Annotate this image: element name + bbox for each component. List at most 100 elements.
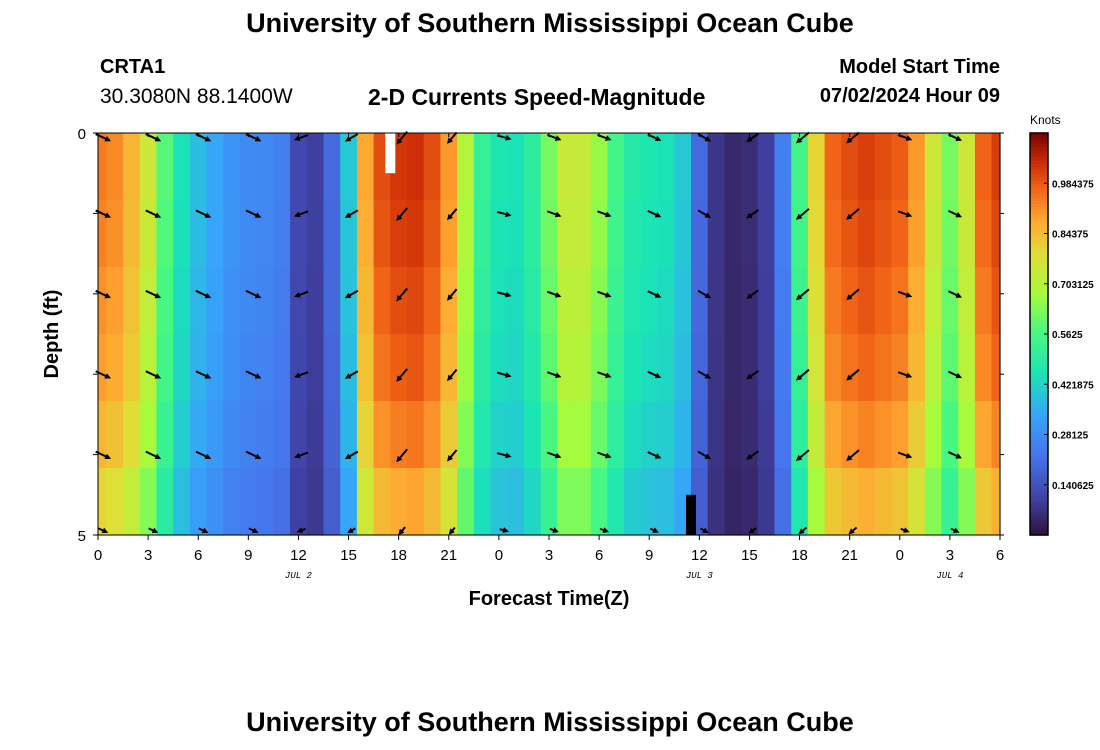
heatmap-cell: [757, 267, 776, 335]
heatmap-cell: [741, 267, 759, 335]
heatmap-cell: [574, 200, 592, 268]
heatmap-cell: [841, 200, 859, 268]
heatmap-cell: [807, 267, 826, 335]
heatmap-cell: [874, 200, 893, 268]
colorbar-segment: [1030, 508, 1048, 513]
colorbar-segment: [1030, 317, 1048, 322]
heatmap-cell: [407, 133, 425, 201]
heatmap-cell: [640, 133, 659, 201]
heatmap-cell: [340, 401, 358, 469]
current-vector: [245, 450, 262, 460]
current-vector: [448, 526, 456, 535]
heatmap-cell: [891, 133, 909, 201]
colorbar-segment: [1030, 524, 1048, 529]
x-tick-label: 12: [691, 547, 708, 564]
heatmap-cell: [774, 468, 792, 536]
colorbar-segment: [1030, 323, 1048, 328]
heatmap-cell: [223, 401, 241, 469]
heatmap-cell: [557, 401, 575, 469]
colorbar-segment: [1030, 491, 1048, 496]
heatmap-cell: [457, 200, 475, 268]
heatmap-cell: [874, 267, 893, 335]
heatmap-cell: [189, 267, 208, 335]
current-vector: [746, 209, 759, 219]
colorbar-segment: [1030, 390, 1048, 395]
colorbar-segment: [1030, 206, 1048, 211]
heatmap-cell: [958, 267, 976, 335]
heatmap-cell: [98, 200, 107, 268]
heatmap-cell: [256, 468, 274, 536]
current-vector: [948, 209, 963, 218]
heatmap-cell: [239, 267, 258, 335]
heatmap-cell: [256, 267, 274, 335]
heatmap-cell: [490, 468, 508, 536]
colorbar-segment: [1030, 246, 1048, 251]
colorbar-segment: [1030, 511, 1048, 516]
heatmap-cell: [874, 133, 893, 201]
heatmap-cell: [607, 468, 625, 536]
heatmap-cell: [490, 334, 508, 402]
heatmap-cell: [640, 468, 659, 536]
heatmap-cell: [707, 334, 725, 402]
x-axis-label: Forecast Time(Z): [469, 588, 630, 610]
heatmap-cell: [991, 267, 1001, 335]
colorbar-segment: [1030, 240, 1048, 245]
current-vector: [649, 527, 659, 533]
colorbar-segment: [1030, 471, 1048, 476]
heatmap-cell: [807, 334, 826, 402]
heatmap-cell: [891, 468, 909, 536]
heatmap-cell: [858, 133, 876, 201]
heatmap-cell: [106, 200, 124, 268]
heatmap-cell: [908, 401, 926, 469]
current-vector: [496, 291, 512, 298]
heatmap-cell: [841, 133, 859, 201]
heatmap-cell: [824, 133, 842, 201]
x-tick-label: 21: [841, 547, 858, 564]
current-vector: [396, 448, 408, 463]
heatmap-cell: [624, 133, 642, 201]
current-vector: [798, 526, 808, 535]
heatmap-cell: [574, 133, 592, 201]
heatmap-cell: [173, 267, 191, 335]
current-vector: [897, 451, 913, 459]
colorbar-segment: [1030, 287, 1048, 292]
heatmap-cell: [523, 468, 542, 536]
heatmap-cell: [958, 200, 976, 268]
colorbar-segment: [1030, 139, 1048, 144]
heatmap-cell: [123, 468, 141, 536]
heatmap-cell: [189, 200, 208, 268]
heatmap-cell: [256, 334, 274, 402]
heatmap-cell: [590, 334, 609, 402]
heatmap-cell: [223, 200, 241, 268]
heatmap-cell: [657, 133, 675, 201]
x-tick-label: 3: [545, 547, 553, 564]
current-vector: [597, 451, 612, 459]
heatmap-cell: [958, 401, 976, 469]
colorbar-segment: [1030, 133, 1048, 137]
heatmap-cell: [557, 267, 575, 335]
heatmap-cell: [807, 200, 826, 268]
colorbar-segment: [1030, 411, 1048, 415]
heatmap-cell: [941, 267, 959, 335]
heatmap-cell: [440, 133, 458, 201]
heatmap-cell: [874, 401, 893, 469]
heatmap-cell: [941, 401, 959, 469]
current-vector: [846, 288, 860, 301]
heatmap-cell: [707, 133, 725, 201]
heatmap-cell: [189, 468, 208, 536]
heatmap-cell: [423, 334, 442, 402]
heatmap-cell: [98, 468, 107, 536]
heatmap-cell: [991, 468, 1001, 536]
colorbar-segment: [1030, 216, 1048, 221]
heatmap-cell: [741, 401, 759, 469]
x-tick-label: 0: [896, 547, 904, 564]
speed-heatmap-chart: 0 3 6 9 12 15 18 21 0 3 6 9 12 15 18 21 0 3 6 JUL 2 JUL 3 JUL…: [41, 126, 1094, 610]
heatmap-cell: [223, 267, 241, 335]
heatmap-cell: [156, 267, 174, 335]
current-vector: [647, 451, 662, 459]
colorbar-segment: [1030, 481, 1048, 486]
heatmap-cell: [858, 468, 876, 536]
current-vector: [344, 209, 359, 218]
current-vector: [846, 368, 860, 381]
heatmap-cell: [473, 267, 492, 335]
